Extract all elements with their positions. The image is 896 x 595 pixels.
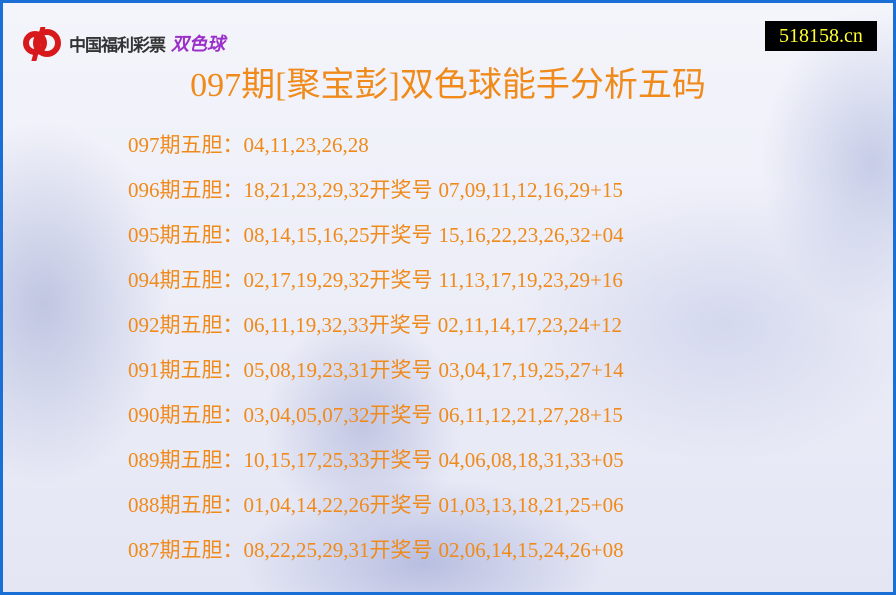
- picks-value: 01,04,14,22,26: [243, 493, 370, 517]
- period-label: 090期五胆：: [128, 403, 244, 427]
- draw-result: 02,06,14,15,24,26+08: [438, 538, 624, 562]
- period-label: 097期五胆：: [128, 133, 244, 157]
- draw-label: 开奖号: [369, 493, 433, 517]
- draw-label: 开奖号: [369, 538, 433, 562]
- cwl-logo-icon: [23, 27, 61, 61]
- prediction-row: 090期五胆：03,04,05,07,32开奖号 06,11,12,21,27,2…: [128, 400, 624, 445]
- logo-accent-text: 双色球: [171, 34, 225, 55]
- draw-result: 01,03,13,18,21,25+06: [438, 493, 624, 517]
- period-label: 094期五胆：: [128, 268, 244, 292]
- picks-value: 04,11,23,26,28: [243, 133, 369, 157]
- prediction-row: 089期五胆：10,15,17,25,33开奖号 04,06,08,18,31,3…: [128, 445, 624, 490]
- prediction-row: 097期五胆：04,11,23,26,28: [128, 130, 624, 175]
- draw-result: 11,13,17,19,23,29+16: [438, 268, 623, 292]
- draw-label: 开奖号: [369, 178, 433, 202]
- draw-result: 03,04,17,19,25,27+14: [438, 358, 624, 382]
- draw-result: 06,11,12,21,27,28+15: [438, 403, 623, 427]
- draw-result: 07,09,11,12,16,29+15: [438, 178, 623, 202]
- page-title: 097期[聚宝彭]双色球能手分析五码: [190, 67, 706, 104]
- picks-value: 10,15,17,25,33: [243, 448, 370, 472]
- welfare-lottery-logo: 中国福利彩票 双色球: [23, 25, 225, 61]
- draw-label: 开奖号: [369, 448, 433, 472]
- draw-label: 开奖号: [369, 223, 433, 247]
- draw-result: 04,06,08,18,31,33+05: [438, 448, 624, 472]
- logo-text: 中国福利彩票: [69, 35, 166, 56]
- period-label: 091期五胆：: [128, 358, 244, 382]
- picks-value: 08,14,15,16,25: [243, 223, 370, 247]
- draw-result: 02,11,14,17,23,24+12: [437, 313, 623, 337]
- picks-value: 18,21,23,29,32: [243, 178, 370, 202]
- prediction-list: 097期五胆：04,11,23,26,28 096期五胆：18,21,23,29,…: [128, 130, 624, 580]
- draw-label: 开奖号: [369, 403, 433, 427]
- picks-value: 06,11,19,32,33: [243, 313, 369, 337]
- prediction-row: 094期五胆：02,17,19,29,32开奖号 11,13,17,19,23,2…: [128, 265, 624, 310]
- period-label: 092期五胆：: [128, 313, 244, 337]
- draw-label: 开奖号: [369, 268, 433, 292]
- picks-value: 02,17,19,29,32: [243, 268, 370, 292]
- prediction-row: 088期五胆：01,04,14,22,26开奖号 01,03,13,18,21,2…: [128, 490, 624, 535]
- picks-value: 05,08,19,23,31: [243, 358, 370, 382]
- picks-value: 03,04,05,07,32: [243, 403, 370, 427]
- prediction-row: 096期五胆：18,21,23,29,32开奖号 07,09,11,12,16,2…: [128, 175, 624, 220]
- period-label: 087期五胆：: [128, 538, 244, 562]
- draw-label: 开奖号: [369, 358, 433, 382]
- prediction-row: 091期五胆：05,08,19,23,31开奖号 03,04,17,19,25,2…: [128, 355, 624, 400]
- period-label: 088期五胆：: [128, 493, 244, 517]
- period-label: 089期五胆：: [128, 448, 244, 472]
- site-badge: 518158.cn: [765, 21, 877, 51]
- prediction-row: 092期五胆：06,11,19,32,33开奖号 02,11,14,17,23,2…: [128, 310, 624, 355]
- draw-label: 开奖号: [368, 313, 432, 337]
- period-label: 096期五胆：: [128, 178, 244, 202]
- prediction-row: 087期五胆：08,22,25,29,31开奖号 02,06,14,15,24,2…: [128, 535, 624, 580]
- prediction-row: 095期五胆：08,14,15,16,25开奖号 15,16,22,23,26,3…: [128, 220, 624, 265]
- draw-result: 15,16,22,23,26,32+04: [438, 223, 624, 247]
- period-label: 095期五胆：: [128, 223, 244, 247]
- picks-value: 08,22,25,29,31: [243, 538, 370, 562]
